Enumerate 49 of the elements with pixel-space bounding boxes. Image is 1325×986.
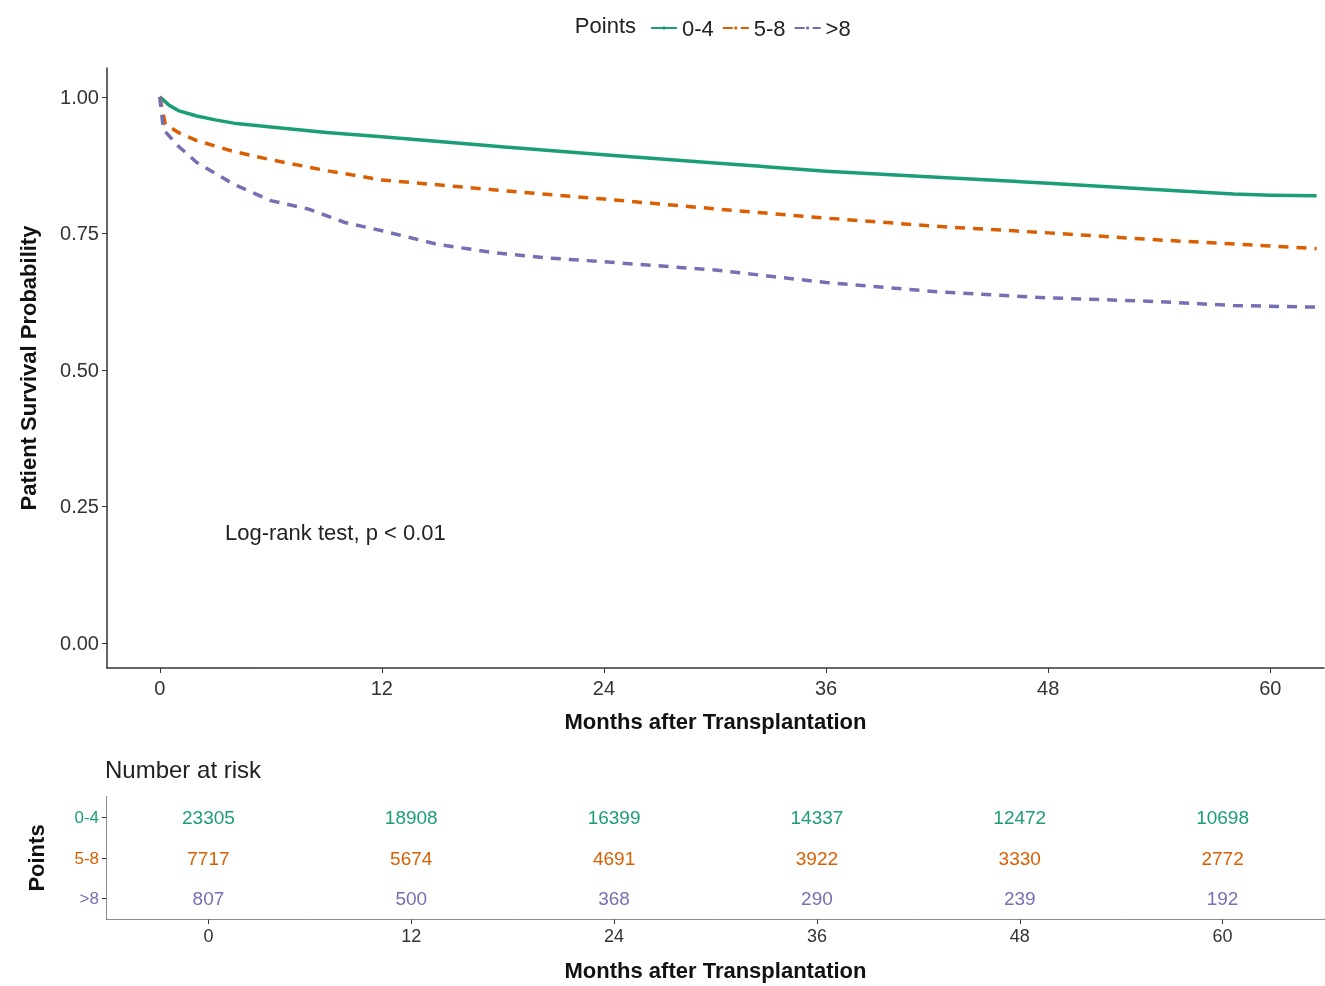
data-label: 23305	[181, 806, 235, 828]
x-tick-label: 60	[1212, 926, 1233, 946]
legend-title: Points	[574, 12, 637, 38]
chart-title: Number at risk	[105, 755, 263, 783]
x-tick-label: 48	[1037, 677, 1060, 699]
x-axis-title: Months after Transplantation	[564, 708, 867, 734]
data-label: 12472	[993, 806, 1047, 828]
x-tick-label: 60	[1259, 677, 1282, 699]
data-label: 290	[801, 888, 833, 910]
data-label: 368	[598, 888, 630, 910]
data-label: 14337	[790, 806, 844, 828]
y-tick-label: 0.00	[60, 631, 99, 654]
y-axis-title: Points	[23, 824, 49, 892]
x-tick-label: 12	[370, 677, 393, 699]
data-label: 18908	[384, 806, 438, 828]
data-label: 16399	[587, 806, 641, 828]
y-tick-label: 0.25	[60, 495, 99, 518]
line-series	[158, 95, 1319, 198]
data-label: 3922	[795, 847, 839, 869]
legend-label: 5-8	[753, 15, 786, 41]
x-tick-label: 0	[203, 926, 214, 946]
x-tick-label: 12	[401, 926, 422, 946]
legend-label: >8	[825, 15, 851, 41]
data-label: 7717	[187, 847, 230, 869]
y-tick-label: 0.50	[60, 358, 99, 381]
data-label: 5674	[390, 847, 433, 869]
data-label: 500	[395, 888, 428, 910]
data-label: 2772	[1201, 847, 1244, 869]
data-label: 4691	[592, 847, 636, 869]
x-axis-title: Months after Transplantation	[564, 957, 867, 983]
legend-label: 0-4	[682, 15, 714, 41]
y-tick-label: 1.00	[60, 85, 99, 108]
data-label: 3330	[998, 847, 1041, 869]
data-label: 807	[192, 888, 225, 910]
x-tick-label: 36	[806, 926, 827, 946]
y-axis-title: Patient Survival Probability	[15, 224, 41, 511]
x-tick-label: 24	[604, 926, 625, 946]
data-label: 239	[1003, 888, 1036, 910]
data-label: 10698	[1196, 806, 1250, 828]
x-tick-label: 48	[1009, 926, 1030, 946]
annotation: Log-rank test, p < 0.01	[225, 519, 446, 545]
y-tick-label: 0.75	[60, 222, 99, 245]
x-tick-label: 0	[154, 677, 166, 699]
data-label: 192	[1206, 888, 1239, 910]
x-tick-label: 24	[592, 677, 616, 699]
y-tick-label: 5-8	[74, 848, 99, 868]
y-tick-label: 0-4	[74, 807, 99, 827]
y-tick-label: >8	[79, 889, 99, 909]
x-tick-label: 36	[814, 677, 838, 699]
